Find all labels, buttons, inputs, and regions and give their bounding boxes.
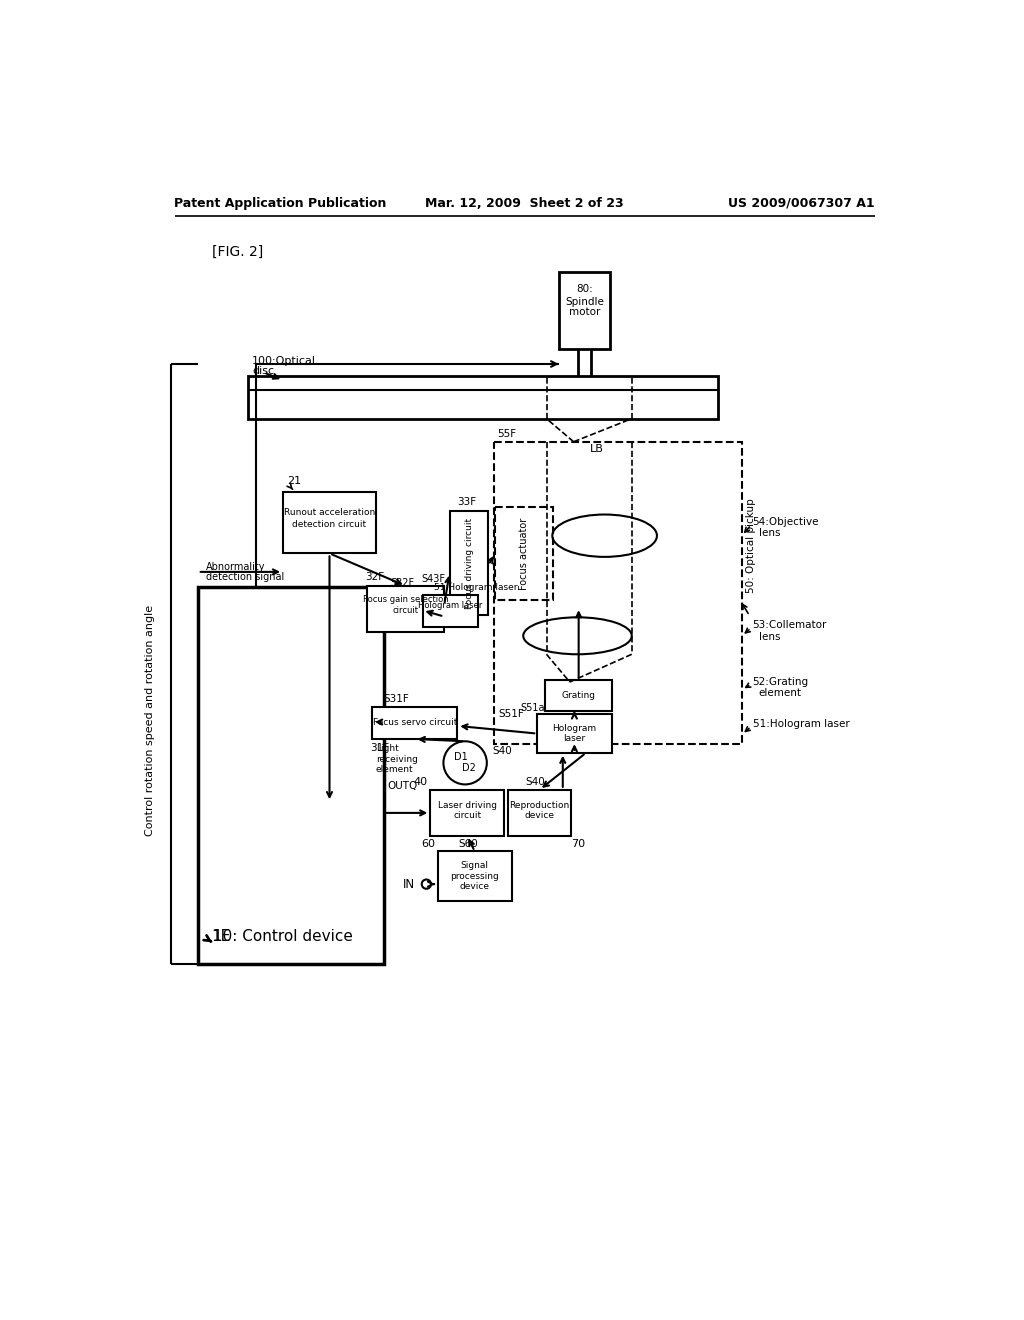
Text: 51:Hologram laser: 51:Hologram laser: [753, 719, 849, 730]
Text: element: element: [759, 688, 802, 698]
Text: Light
receiving
element: Light receiving element: [376, 744, 418, 774]
Text: 40: 40: [414, 777, 427, 787]
Text: LB: LB: [590, 445, 604, 454]
Bar: [438, 851, 512, 902]
Text: D1: D1: [455, 752, 468, 763]
Bar: [545, 681, 612, 711]
Text: Abnormality: Abnormality: [206, 561, 265, 572]
Text: S43F: S43F: [422, 574, 445, 583]
Bar: [283, 492, 376, 553]
Text: detection circuit: detection circuit: [293, 520, 367, 528]
Text: Signal: Signal: [461, 861, 488, 870]
Text: IN: IN: [403, 878, 416, 891]
Text: Laser driving: Laser driving: [437, 801, 497, 809]
Text: Patent Application Publication: Patent Application Publication: [174, 197, 387, 210]
Text: S32F: S32F: [390, 578, 414, 587]
Bar: [508, 789, 571, 836]
Bar: [450, 511, 488, 615]
Text: Grating: Grating: [561, 692, 596, 701]
Bar: [198, 586, 384, 964]
Text: S40: S40: [493, 746, 512, 756]
Text: Focus driving circuit: Focus driving circuit: [465, 517, 473, 609]
Bar: [367, 586, 444, 632]
Text: processing: processing: [451, 871, 499, 880]
Text: Mar. 12, 2009  Sheet 2 of 23: Mar. 12, 2009 Sheet 2 of 23: [426, 197, 624, 210]
Text: 1E: 1E: [211, 928, 230, 944]
Text: Runout acceleration: Runout acceleration: [284, 508, 375, 517]
Text: 60: 60: [421, 838, 435, 849]
Text: S60: S60: [459, 838, 478, 849]
Text: Focus servo circuit: Focus servo circuit: [373, 718, 457, 727]
Text: motor: motor: [568, 308, 600, 317]
Bar: [496, 507, 554, 599]
Text: Control rotation speed and rotation angle: Control rotation speed and rotation angl…: [144, 605, 155, 836]
Text: 21: 21: [287, 477, 301, 486]
Text: 70: 70: [571, 838, 586, 849]
Text: detection signal: detection signal: [206, 573, 284, 582]
Text: lens: lens: [759, 631, 780, 642]
Text: US 2009/0067307 A1: US 2009/0067307 A1: [728, 197, 876, 210]
Text: circuit: circuit: [453, 812, 481, 821]
Text: OUTQ: OUTQ: [388, 781, 418, 791]
Text: 80:: 80:: [577, 284, 593, 294]
Text: D2: D2: [462, 763, 476, 774]
Text: Reproduction: Reproduction: [509, 801, 569, 809]
Text: 50: Optical pickup: 50: Optical pickup: [746, 498, 756, 593]
Text: 53:Collemator: 53:Collemator: [753, 620, 827, 630]
Text: 10: Control device: 10: Control device: [213, 929, 353, 944]
Text: lens: lens: [759, 528, 780, 539]
Bar: [423, 595, 478, 627]
Text: 33F: 33F: [458, 496, 476, 507]
Text: 32F: 32F: [366, 572, 384, 582]
Text: 100:Optical: 100:Optical: [252, 356, 316, 366]
Bar: [430, 789, 504, 836]
Text: S51F: S51F: [499, 709, 524, 719]
Text: Hologram: Hologram: [552, 723, 596, 733]
Text: Focus gain selection: Focus gain selection: [362, 595, 449, 605]
Text: S51a: S51a: [520, 704, 545, 713]
Text: 51:Hologram laser: 51:Hologram laser: [434, 583, 517, 591]
Text: Hologram laser: Hologram laser: [418, 602, 482, 610]
Text: 52:Grating: 52:Grating: [753, 677, 809, 686]
Text: disc: disc: [252, 366, 274, 376]
Text: S40: S40: [525, 777, 546, 787]
Bar: [494, 442, 741, 743]
Text: 31F: 31F: [370, 743, 389, 754]
Bar: [372, 706, 458, 739]
Bar: [538, 714, 611, 752]
Text: Spindle: Spindle: [565, 297, 604, 306]
Text: device: device: [524, 812, 555, 821]
Text: S31F: S31F: [384, 694, 410, 704]
Bar: [559, 272, 610, 350]
Bar: [248, 376, 718, 418]
Text: 54:Objective: 54:Objective: [753, 517, 819, 527]
Text: [FIG. 2]: [FIG. 2]: [212, 246, 263, 259]
Text: 55F: 55F: [498, 429, 517, 440]
Text: laser: laser: [563, 734, 586, 743]
Text: circuit: circuit: [392, 606, 419, 615]
Text: device: device: [460, 882, 489, 891]
Text: Focus actuator: Focus actuator: [519, 517, 529, 590]
